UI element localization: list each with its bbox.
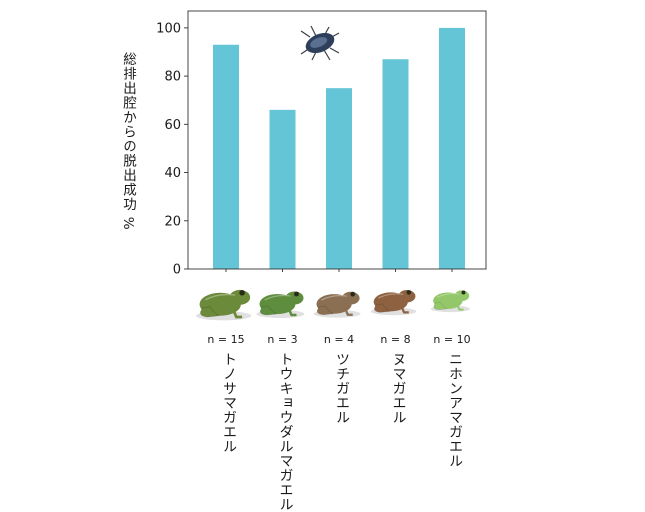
plot-frame xyxy=(187,10,487,270)
sample-size-label: n = 8 xyxy=(380,333,411,346)
frog-icon xyxy=(430,290,471,313)
category-label: トノサマガエル xyxy=(221,352,237,454)
sample-size-label: n = 4 xyxy=(323,333,355,346)
bar xyxy=(439,27,465,269)
water-beetle-icon xyxy=(300,25,340,61)
axes-group: 0 20 40 60 80 100 xyxy=(156,10,487,278)
category-label: ヌマガエル xyxy=(390,352,407,425)
category-label: ニホンアマガエル xyxy=(447,352,463,468)
sample-size-label: n = 3 xyxy=(267,333,298,346)
category-label: トウキョウダルマガエル xyxy=(277,352,294,512)
y-tick-label: 20 xyxy=(164,214,181,229)
sample-size-label: n = 15 xyxy=(207,333,245,346)
bar xyxy=(269,109,296,270)
sample-size-label: n = 10 xyxy=(433,333,471,346)
beetle-highlight xyxy=(310,37,328,48)
bar xyxy=(213,44,239,270)
y-tick-label: 40 xyxy=(164,166,181,181)
beetle-leg xyxy=(329,47,340,54)
bars-group xyxy=(213,27,465,270)
beetle-leg xyxy=(310,25,317,37)
frog-icons-group xyxy=(196,289,471,321)
y-tick-label: 80 xyxy=(164,70,181,85)
frog-icon xyxy=(256,291,305,318)
frog-icon xyxy=(370,290,417,316)
bar xyxy=(382,59,409,269)
y-tick-label: 0 xyxy=(173,263,181,278)
frog-icon xyxy=(196,289,252,321)
frog-icon xyxy=(313,291,361,318)
bar xyxy=(326,88,352,270)
y-axis-label: 総排出腔からの脱出成功 % xyxy=(120,52,136,231)
y-tick-label: 60 xyxy=(164,118,181,133)
y-tick-label: 100 xyxy=(156,21,181,36)
category-label: ツチガエル xyxy=(334,352,350,425)
beetle-leg xyxy=(300,30,311,38)
beetle-leg xyxy=(323,49,331,61)
